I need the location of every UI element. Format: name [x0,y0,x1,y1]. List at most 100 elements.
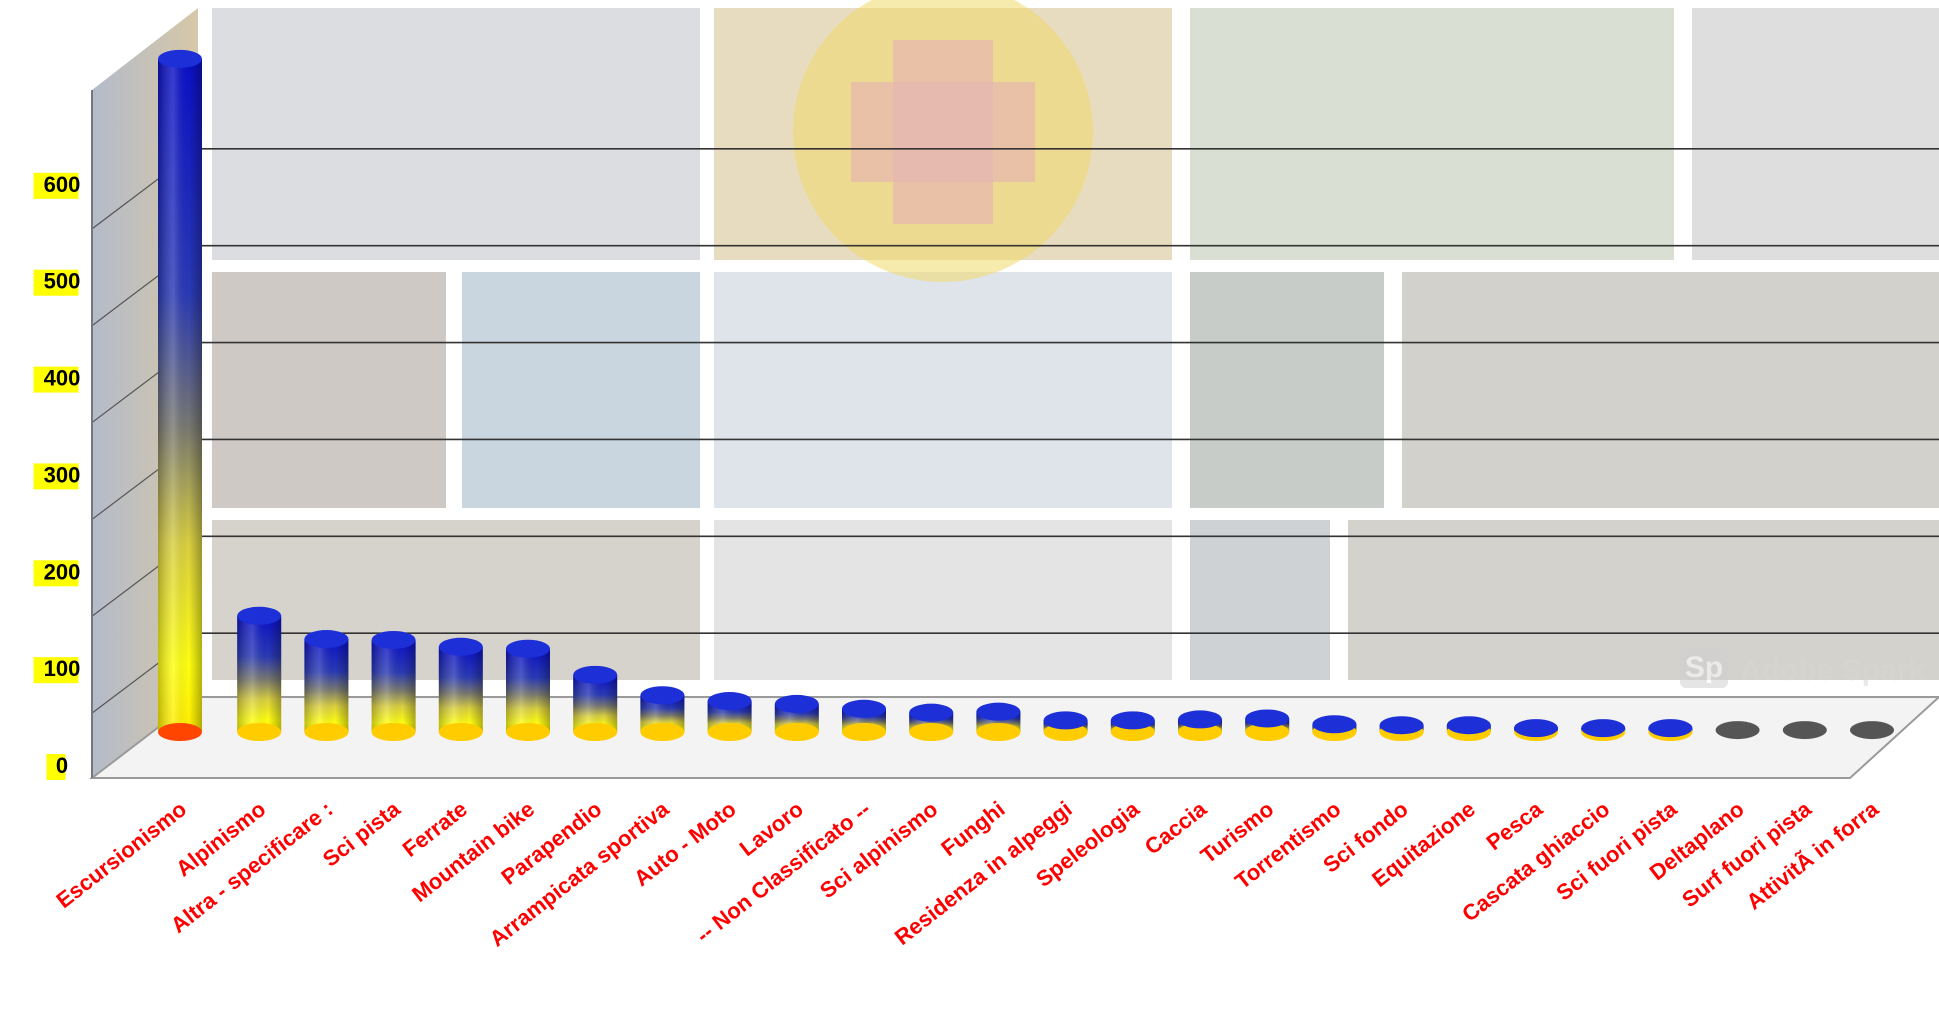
adobe-spark-watermark: Sp Adobe Spark [1680,648,1925,688]
bar-base [774,723,819,741]
bar-cap [1648,719,1693,738]
bar-cap [371,630,416,649]
bar-cap [640,686,685,705]
y-tick-label: 100 [44,656,81,681]
cross-icon [851,82,1035,182]
bar [1043,711,1088,741]
bar [976,702,1021,741]
bars [158,49,1894,741]
y-tick-highlight [33,366,79,393]
bar [707,692,752,741]
y-tick-highlight [33,269,79,296]
bar-cap [774,694,819,713]
bar-base [640,723,685,741]
x-tick-label: Sci alpinismo [815,796,942,903]
y-tick-highlight [46,754,66,780]
y-tick-highlight [33,657,79,684]
bar-cap [1110,711,1155,730]
bar-cap [1715,721,1760,740]
bar [371,630,416,741]
bar [1850,721,1894,740]
bar [158,49,202,741]
bar-cap [1782,721,1827,740]
bar-cap [304,630,349,649]
bar-shading [237,615,282,732]
bar-cap [438,637,483,656]
bar-base [438,723,483,741]
bar [842,699,886,741]
bar-cap [1043,711,1088,730]
y-axis-ticks: 0 100 200 300 400 500 600 [33,172,81,780]
watermark-badge: Sp [1685,651,1723,684]
bar-cap [976,702,1021,721]
y-tick-label: 0 [56,753,68,778]
bar-shading [438,646,483,732]
backdrop-photo-tile [1190,520,1330,680]
bar-cap [909,703,954,722]
bar [1379,716,1424,741]
bar [1648,719,1693,741]
bar [1178,710,1222,741]
bar-base [237,723,282,741]
backdrop-photo-tile [1348,520,1939,680]
watermark-text: Adobe Spark [1740,654,1925,687]
bar [1715,721,1760,740]
y-tick-label: 500 [44,269,81,294]
backdrop-photo-tile [714,520,1172,680]
bar-cap [1379,716,1424,735]
bar-base [1178,723,1222,741]
backdrop-photo-tile [1692,8,1939,260]
bar [1110,711,1155,741]
bar-cap [1850,721,1894,740]
bar [1312,715,1357,741]
bar-cap [1245,709,1290,728]
bar [438,637,483,741]
bar-shading [158,58,202,733]
y-tick-label: 300 [44,462,81,487]
bar [304,630,349,741]
bar [774,694,819,741]
x-tick-label: Sci pista [318,796,405,872]
gridlines [91,148,1939,714]
backdrop-photo-tile [212,272,446,508]
bar [1446,716,1491,741]
bar [506,639,550,741]
bar-cap [842,699,886,718]
bar-cap [1312,715,1357,734]
bar-cap [237,606,282,625]
bar-base [1245,723,1290,741]
backdrop-photo-tile [1402,272,1939,508]
bar-shading [371,639,416,732]
bar [573,665,618,741]
y-tick-label: 400 [44,366,81,391]
y-tick-highlight [33,172,79,199]
x-tick-label: Escursionismo [51,796,191,913]
bar-cap [1178,710,1222,729]
backdrop-photo-tile [1190,8,1674,260]
bar [1581,719,1626,741]
bar-shading [506,648,550,732]
backdrop-photo-tile [714,272,1172,508]
bar-base [573,723,618,741]
backdrop-photo-tile [462,272,700,508]
bar-base [158,723,202,741]
bar-cap [1446,716,1491,735]
bar-base [976,723,1021,741]
bar-shading [304,639,349,732]
bar-cap [707,692,752,711]
bar-shading [573,674,618,732]
bar-cap [1581,719,1626,738]
bar [1245,709,1290,741]
bar-base [842,723,886,741]
y-tick-highlight [33,560,79,587]
bar-base [371,723,416,741]
backdrop-photo-tile [1190,272,1384,508]
bar [1514,719,1558,741]
bar-cap [158,49,202,68]
backdrop-photo-tile [212,8,700,260]
y-tick-label: 200 [44,559,81,584]
bar-cap [1514,719,1558,738]
